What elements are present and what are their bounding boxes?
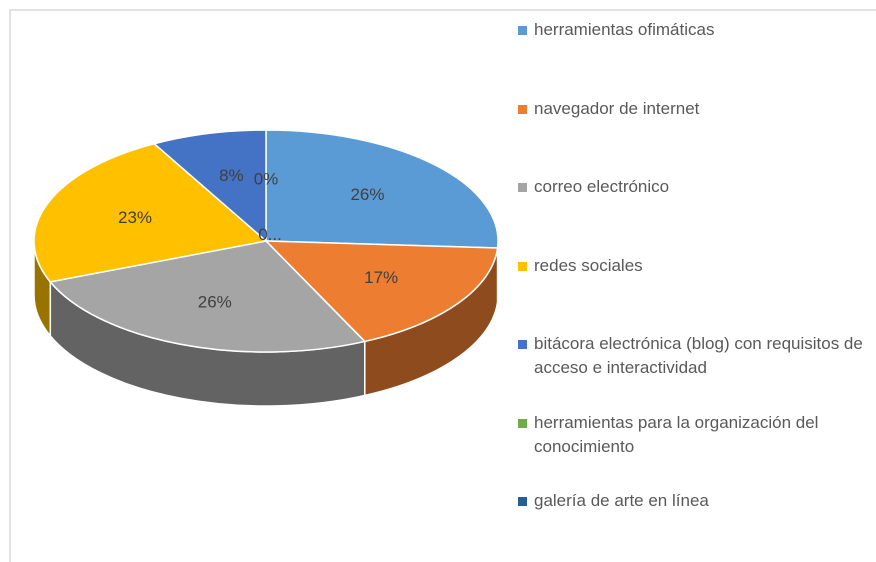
legend-label: redes sociales [534, 255, 643, 275]
data-label: 17% [364, 268, 398, 287]
legend-label: galería de arte en línea [534, 491, 709, 510]
legend-item: correo electrónico [518, 175, 870, 199]
legend-swatch [518, 183, 527, 192]
legend-label: herramientas para la organización del co… [534, 412, 819, 456]
legend-swatch [518, 261, 527, 271]
legend-item: redes sociales [518, 254, 870, 278]
data-label: 26% [198, 292, 232, 311]
legend-label: navegador de internet [534, 98, 700, 118]
chart-border [9, 9, 876, 562]
slice [264, 240, 499, 343]
data-label: 8% [219, 166, 244, 185]
data-label: 26% [350, 185, 384, 204]
legend-item: bitácora electrónica (blog) con requisit… [518, 332, 870, 380]
legend-label: herramientas ofimáticas [534, 20, 715, 39]
legend-item: navegador de internet [518, 97, 870, 121]
slice [265, 129, 499, 249]
slice [48, 240, 367, 353]
legend-item: herramientas para la organización del co… [518, 411, 870, 459]
legend-label: bitácora electrónica (blog) con requisit… [534, 334, 863, 377]
legend-swatch [518, 26, 527, 35]
legend-label: correo electrónico [534, 177, 670, 196]
slice [152, 129, 267, 243]
legend-item: galería de arte en línea [518, 489, 870, 513]
legend-swatch [518, 497, 527, 506]
data-label: 0% [254, 169, 279, 188]
legend-swatch [518, 418, 527, 428]
data-label: 23% [118, 208, 152, 227]
legend-swatch [518, 340, 527, 349]
slice [33, 142, 268, 283]
data-label: 0... [258, 225, 282, 244]
legend-item: herramientas ofimáticas [518, 18, 870, 42]
legend-swatch [518, 104, 527, 114]
